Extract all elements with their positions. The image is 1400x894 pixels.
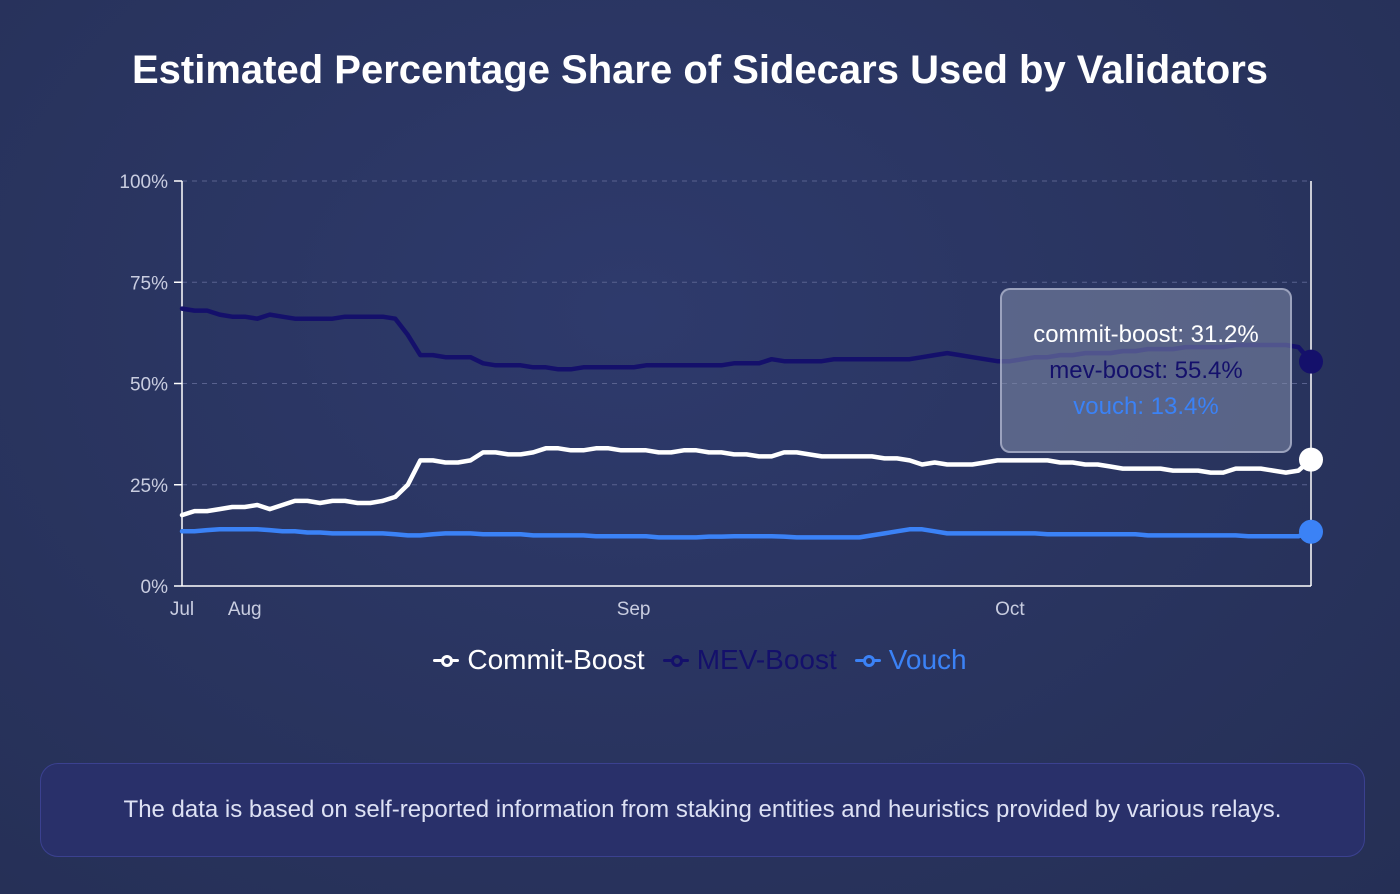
tooltip-vouch: vouch: 13.4% xyxy=(1073,389,1218,425)
legend-item-commit-boost[interactable]: Commit-Boost xyxy=(433,644,644,676)
end-point-mev-boost xyxy=(1299,350,1323,374)
y-tick-label: 100% xyxy=(119,172,168,193)
y-axis-ticks: 0% 25% 50% 75% 100% xyxy=(119,172,182,598)
y-tick-label: 75% xyxy=(130,273,168,294)
legend-label-commit-boost: Commit-Boost xyxy=(467,644,644,676)
end-point-commit-boost xyxy=(1299,448,1323,472)
series-line-vouch xyxy=(182,529,1311,537)
chart-legend: Commit-Boost MEV-Boost Vouch xyxy=(0,644,1400,676)
y-tick-label: 50% xyxy=(130,375,168,396)
x-tick-label: Sep xyxy=(617,599,651,620)
legend-label-vouch: Vouch xyxy=(889,644,967,676)
data-source-note: The data is based on self-reported infor… xyxy=(40,763,1365,857)
series-line-commit-boost xyxy=(182,448,1311,515)
x-tick-label: Oct xyxy=(995,599,1025,620)
line-marker-icon xyxy=(433,653,459,667)
end-point-vouch xyxy=(1299,520,1323,544)
legend-item-vouch[interactable]: Vouch xyxy=(855,644,967,676)
tooltip-commit-boost: commit-boost: 31.2% xyxy=(1033,317,1258,353)
legend-label-mev-boost: MEV-Boost xyxy=(697,644,837,676)
legend-item-mev-boost[interactable]: MEV-Boost xyxy=(663,644,837,676)
x-tick-label: Jul xyxy=(170,599,194,620)
y-tick-label: 0% xyxy=(141,577,169,598)
line-marker-icon xyxy=(663,653,689,667)
x-axis-ticks: Jul Aug Sep Oct xyxy=(170,599,1026,620)
chart-tooltip: commit-boost: 31.2% mev-boost: 55.4% vou… xyxy=(1000,288,1292,453)
y-tick-label: 25% xyxy=(130,476,168,497)
x-tick-label: Aug xyxy=(228,599,262,620)
tooltip-mev-boost: mev-boost: 55.4% xyxy=(1049,353,1242,389)
line-marker-icon xyxy=(855,653,881,667)
